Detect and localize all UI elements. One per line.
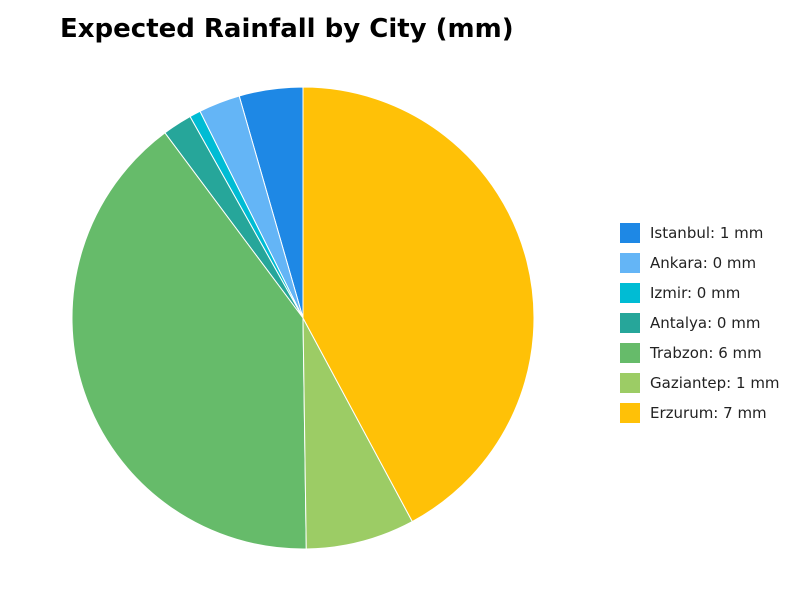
legend-swatch: [620, 283, 640, 303]
legend-item-antalya: Antalya: 0 mm: [620, 308, 780, 338]
legend-label: Izmir: 0 mm: [650, 284, 741, 302]
legend-label: Ankara: 0 mm: [650, 254, 757, 272]
legend: Istanbul: 1 mm Ankara: 0 mm Izmir: 0 mm Ant…: [620, 218, 780, 428]
chart-title: Expected Rainfall by City (mm): [60, 14, 514, 44]
pie-slice-trabzon: [71, 132, 307, 550]
pie-slice-gaziantep: [302, 317, 413, 550]
pie-slice-erzurum: [302, 86, 535, 523]
legend-swatch: [620, 223, 640, 243]
legend-item-ankara: Ankara: 0 mm: [620, 248, 780, 278]
legend-label: Gaziantep: 1 mm: [650, 374, 780, 392]
legend-item-trabzon: Trabzon: 6 mm: [620, 338, 780, 368]
legend-label: Istanbul: 1 mm: [650, 224, 764, 242]
legend-swatch: [620, 253, 640, 273]
legend-label: Antalya: 0 mm: [650, 314, 761, 332]
legend-swatch: [620, 373, 640, 393]
legend-item-izmir: Izmir: 0 mm: [620, 278, 780, 308]
legend-item-istanbul: Istanbul: 1 mm: [620, 218, 780, 248]
legend-swatch: [620, 403, 640, 423]
legend-label: Trabzon: 6 mm: [650, 344, 762, 362]
legend-item-erzurum: Erzurum: 7 mm: [620, 398, 780, 428]
legend-label: Erzurum: 7 mm: [650, 404, 767, 422]
legend-swatch: [620, 313, 640, 333]
legend-swatch: [620, 343, 640, 363]
legend-item-gaziantep: Gaziantep: 1 mm: [620, 368, 780, 398]
